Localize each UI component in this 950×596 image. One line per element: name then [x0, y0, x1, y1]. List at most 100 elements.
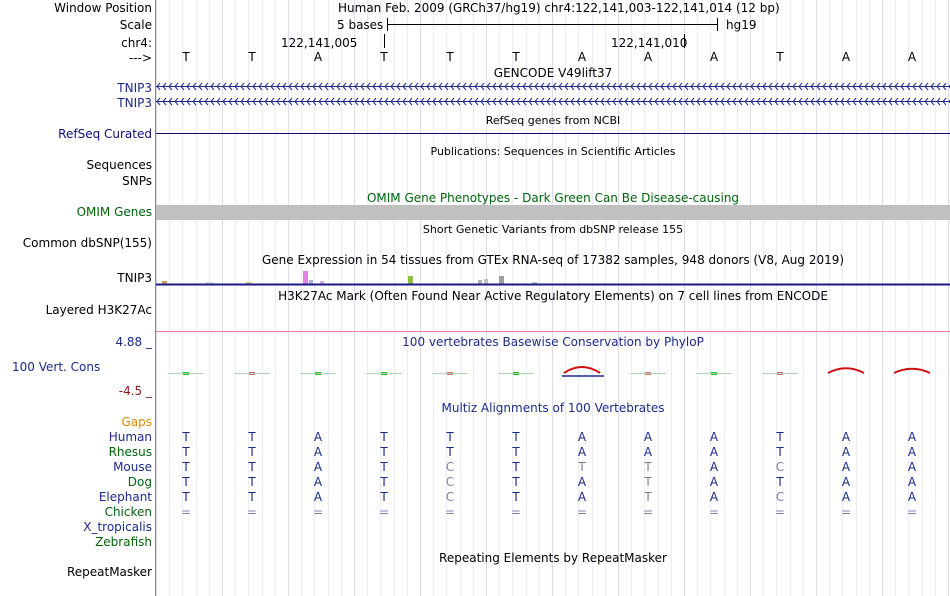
- alignment-base: =: [906, 505, 918, 519]
- minor-gridline: [710, 0, 711, 596]
- alignment-base: T: [512, 445, 520, 459]
- alignment-base: T: [248, 490, 256, 504]
- base-gridline: [750, 0, 751, 596]
- refseq-gene-line[interactable]: [156, 133, 950, 134]
- reference-base: T: [380, 50, 388, 64]
- alignment-base: A: [907, 460, 917, 474]
- alignment-base: T: [380, 490, 388, 504]
- reference-base: T: [776, 50, 784, 64]
- minor-gridline: [644, 0, 645, 596]
- gencode-transcript-1[interactable]: [156, 82, 950, 91]
- scale-bar-right-tick: [717, 18, 718, 31]
- species-label[interactable]: Elephant: [98, 490, 152, 504]
- alignment-base: A: [907, 475, 917, 489]
- alignment-base: =: [708, 505, 720, 519]
- alignment-base: C: [775, 490, 785, 504]
- reference-base: A: [841, 50, 851, 64]
- dbsnp-label[interactable]: Common dbSNP(155): [22, 236, 152, 250]
- publications-snps-label[interactable]: SNPs: [122, 174, 152, 188]
- label-divider[interactable]: [155, 0, 156, 596]
- coord-label-2: 122,141,010: [611, 36, 688, 50]
- repeatmasker-label[interactable]: RepeatMasker: [66, 565, 152, 579]
- repeatmasker-title: Repeating Elements by RepeatMasker: [439, 551, 667, 565]
- alignment-base: T: [512, 430, 520, 444]
- dbsnp-title: Short Genetic Variants from dbSNP releas…: [422, 223, 684, 236]
- alignment-base: =: [576, 505, 588, 519]
- minor-gridline: [895, 0, 896, 596]
- alignment-base: T: [182, 490, 190, 504]
- phylop-label[interactable]: 100 Vert. Cons: [12, 360, 101, 374]
- species-label[interactable]: X_tropicalis: [83, 520, 152, 534]
- alignment-base: A: [709, 460, 719, 474]
- alignment-base: A: [577, 445, 587, 459]
- h3k27ac-signal-line[interactable]: [156, 331, 950, 332]
- minor-gridline: [341, 0, 342, 596]
- minor-gridline: [565, 0, 566, 596]
- alignment-base: C: [445, 490, 455, 504]
- alignment-base: =: [510, 505, 522, 519]
- alignment-base: T: [644, 460, 652, 474]
- gtex-label[interactable]: TNIP3: [117, 271, 152, 285]
- minor-gridline: [578, 0, 579, 596]
- minor-gridline: [724, 0, 725, 596]
- minor-gridline: [869, 0, 870, 596]
- refseq-label[interactable]: RefSeq Curated: [58, 127, 152, 141]
- minor-gridline: [856, 0, 857, 596]
- phylop-score-mark: [827, 367, 865, 374]
- base-gridline: [882, 0, 883, 596]
- minor-gridline: [367, 0, 368, 596]
- reference-base: A: [643, 50, 653, 64]
- minor-gridline: [631, 0, 632, 596]
- base-gridline: [618, 0, 619, 596]
- gencode-transcript-2[interactable]: [156, 97, 950, 106]
- alignment-base: T: [182, 475, 190, 489]
- publications-title: Publications: Sequences in Scientific Ar…: [430, 145, 676, 158]
- h3k27ac-label[interactable]: Layered H3K27Ac: [45, 303, 152, 317]
- species-label[interactable]: Zebrafish: [95, 535, 152, 549]
- assembly-text: hg19: [726, 18, 757, 32]
- scale-label: Scale: [119, 18, 152, 32]
- minor-gridline: [301, 0, 302, 596]
- window-position-label: Window Position: [54, 1, 152, 15]
- alignment-base: A: [313, 460, 323, 474]
- alignment-base: T: [248, 475, 256, 489]
- reference-base: T: [512, 50, 520, 64]
- species-label[interactable]: Human: [108, 430, 152, 444]
- minor-gridline: [842, 0, 843, 596]
- publications-sequences-label[interactable]: Sequences: [86, 158, 152, 172]
- reference-base: T: [182, 50, 190, 64]
- minor-gridline: [473, 0, 474, 596]
- track-labels-column: Window Position Scale chr4: ---> TNIP3 T…: [0, 0, 155, 596]
- alignment-base: A: [643, 445, 653, 459]
- species-label[interactable]: Chicken: [104, 505, 152, 519]
- alignment-base: A: [313, 445, 323, 459]
- alignment-base: A: [709, 430, 719, 444]
- minor-gridline: [790, 0, 791, 596]
- alignment-base: A: [907, 445, 917, 459]
- gencode-label-2[interactable]: TNIP3: [117, 96, 152, 110]
- omim-gene-bar[interactable]: [156, 205, 950, 220]
- phylop-max-label: 4.88 _: [115, 335, 152, 349]
- minor-gridline: [763, 0, 764, 596]
- reference-base: A: [709, 50, 719, 64]
- alignment-base: T: [248, 460, 256, 474]
- species-label[interactable]: Dog: [127, 475, 152, 489]
- alignment-base: T: [248, 430, 256, 444]
- phylop-conservation-plot[interactable]: [156, 352, 950, 392]
- gencode-title: GENCODE V49lift37: [493, 66, 613, 80]
- species-label[interactable]: Rhesus: [108, 445, 152, 459]
- minor-gridline: [314, 0, 315, 596]
- base-gridline: [156, 0, 157, 596]
- omim-label[interactable]: OMIM Genes: [76, 205, 152, 219]
- minor-gridline: [209, 0, 210, 596]
- species-label[interactable]: Mouse: [113, 460, 152, 474]
- gtex-expression-bars[interactable]: [156, 268, 950, 288]
- alignment-base: T: [776, 445, 784, 459]
- gencode-label-1[interactable]: TNIP3: [117, 81, 152, 95]
- track-display-area[interactable]: Human Feb. 2009 (GRCh37/hg19) chr4:122,1…: [156, 0, 950, 596]
- alignment-base: A: [841, 460, 851, 474]
- minor-gridline: [235, 0, 236, 596]
- gaps-label[interactable]: Gaps: [121, 415, 152, 429]
- h3k27ac-title: H3K27Ac Mark (Often Found Near Active Re…: [278, 289, 828, 303]
- alignment-base: A: [577, 475, 587, 489]
